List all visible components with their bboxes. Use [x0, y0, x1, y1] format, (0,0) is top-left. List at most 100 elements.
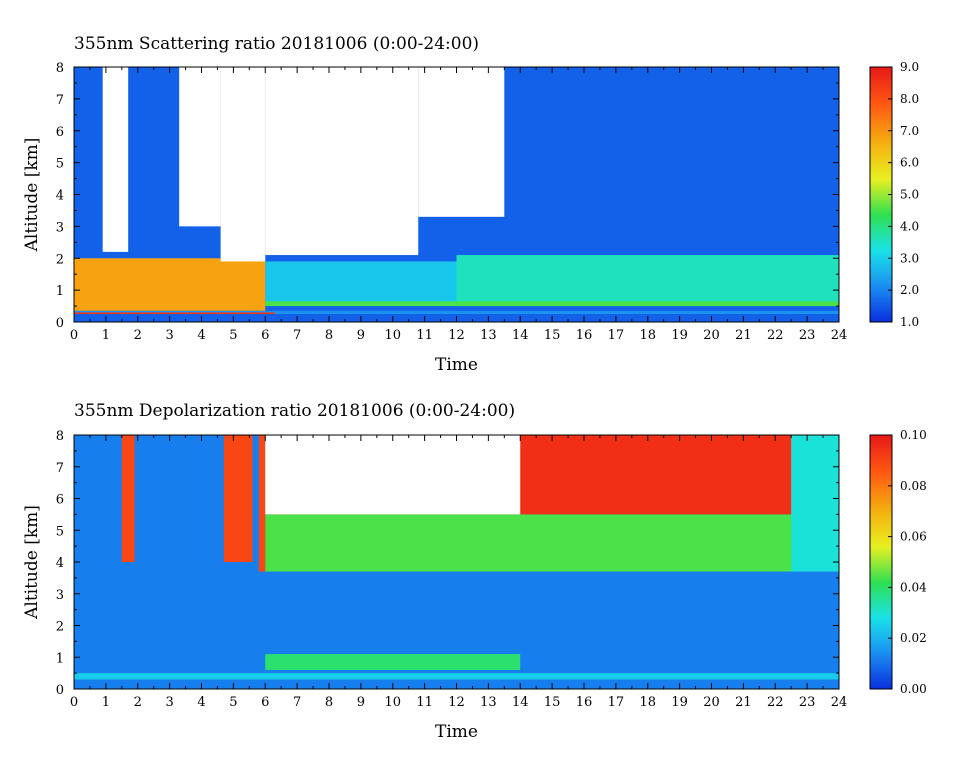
- colorbar-tick-label: 5.0: [900, 188, 919, 202]
- x-tick-label: 21: [735, 695, 752, 710]
- chart-title: 355nm Depolarization ratio 20181006 (0:0…: [74, 401, 515, 421]
- x-tick-label: 5: [229, 695, 237, 710]
- x-tick-label: 15: [544, 695, 561, 710]
- colorbar-tick-label: 0.06: [900, 530, 927, 544]
- x-tick-label: 9: [357, 328, 365, 343]
- heatmap-cell: [265, 301, 839, 307]
- axis-ticks: 0 1 2 3 4 5 6 7 8 9 10 11 12 13 14 15 16 17 18 19 20 21 22 23 24…: [56, 61, 848, 343]
- heatmap-cell: [265, 654, 521, 670]
- y-tick-label: 4: [56, 189, 64, 204]
- x-tick-label: 22: [767, 695, 784, 710]
- scattering-ratio-panel: 355nm Scattering ratio 20181006 (0:00-24…: [22, 34, 919, 375]
- heatmap-cell: [74, 673, 839, 680]
- y-tick-label: 2: [56, 620, 64, 635]
- x-tick-label: 2: [134, 328, 142, 343]
- x-tick-label: 3: [165, 328, 173, 343]
- x-tick-label: 10: [384, 695, 401, 710]
- colorbar-tick-label: 0.10: [900, 428, 927, 442]
- x-tick-label: 3: [165, 695, 173, 710]
- heatmap-cell: [74, 310, 839, 315]
- x-tick-label: 6: [261, 328, 269, 343]
- x-tick-label: 24: [831, 328, 848, 343]
- x-tick-label: 21: [735, 328, 752, 343]
- x-tick-label: 19: [671, 328, 688, 343]
- heatmap-cell: [121, 435, 135, 562]
- x-tick-label: 8: [325, 695, 333, 710]
- depolarization-ratio-panel: 355nm Depolarization ratio 20181006 (0:0…: [22, 401, 927, 742]
- colorbar: 1.0 2.0 3.0 4.0 5.0 6.0 7.0 8.0 9.0: [869, 60, 919, 329]
- heatmap-cell: [179, 67, 221, 227]
- colorbar-tick-label: 8.0: [900, 92, 919, 106]
- y-tick-label: 0: [56, 683, 64, 698]
- y-tick-label: 6: [56, 493, 64, 508]
- x-tick-label: 23: [799, 695, 816, 710]
- x-axis-label: Time: [435, 722, 478, 742]
- x-tick-label: 13: [480, 328, 497, 343]
- x-tick-label: 22: [767, 328, 784, 343]
- x-tick-label: 20: [703, 695, 720, 710]
- heatmap-cell: [791, 435, 839, 572]
- heatmap-cell: [265, 435, 521, 515]
- x-tick-label: 0: [70, 328, 78, 343]
- colorbar-tick-label: 6.0: [900, 156, 919, 170]
- x-tick-label: 4: [197, 695, 205, 710]
- y-tick-label: 7: [56, 93, 64, 108]
- heatmap-area: [74, 67, 839, 322]
- x-tick-label: 8: [325, 328, 333, 343]
- heatmap-cell: [74, 312, 275, 315]
- x-tick-label: 18: [639, 328, 656, 343]
- colorbar-tick-label: 9.0: [900, 60, 919, 74]
- x-tick-label: 13: [480, 695, 497, 710]
- heatmap-cell: [74, 258, 266, 311]
- y-tick-label: 5: [56, 524, 64, 539]
- y-axis-label: Altitude [km]: [22, 505, 42, 620]
- heatmap-cell: [220, 67, 266, 262]
- y-tick-label: 8: [56, 61, 64, 76]
- y-tick-label: 1: [56, 284, 64, 299]
- colorbar-tick-label: 3.0: [900, 251, 919, 265]
- x-tick-label: 7: [293, 328, 301, 343]
- x-tick-label: 1: [102, 328, 110, 343]
- y-tick-label: 4: [56, 556, 64, 571]
- colorbar-tick-label: 0.00: [900, 682, 927, 696]
- y-tick-label: 0: [56, 316, 64, 331]
- heatmap-cell: [456, 255, 839, 307]
- x-tick-label: 17: [608, 328, 625, 343]
- colorbar: 0.00 0.02 0.04 0.06 0.08 0.10: [869, 428, 927, 696]
- colorbar-tick-label: 0.02: [900, 631, 927, 645]
- x-tick-label: 17: [608, 695, 625, 710]
- x-tick-label: 11: [416, 695, 433, 710]
- heatmap-cell: [258, 435, 266, 572]
- x-tick-label: 4: [197, 328, 205, 343]
- x-tick-label: 14: [512, 695, 529, 710]
- colorbar-tick-label: 2.0: [900, 283, 919, 297]
- y-tick-label: 3: [56, 588, 64, 603]
- x-tick-label: 10: [384, 328, 401, 343]
- y-tick-label: 1: [56, 651, 64, 666]
- colorbar-gradient: [869, 434, 893, 690]
- x-tick-label: 16: [576, 328, 593, 343]
- x-tick-label: 12: [448, 695, 465, 710]
- x-tick-label: 23: [799, 328, 816, 343]
- x-tick-label: 12: [448, 328, 465, 343]
- colorbar-tick-label: 4.0: [900, 219, 919, 233]
- x-tick-label: 24: [831, 695, 848, 710]
- x-tick-label: 14: [512, 328, 529, 343]
- x-tick-label: 15: [544, 328, 561, 343]
- x-tick-label: 5: [229, 328, 237, 343]
- chart-title: 355nm Scattering ratio 20181006 (0:00-24…: [74, 34, 479, 54]
- x-tick-label: 0: [70, 695, 78, 710]
- heatmap-cell: [223, 435, 253, 562]
- y-axis-label: Altitude [km]: [22, 138, 42, 253]
- x-tick-label: 19: [671, 695, 688, 710]
- x-tick-label: 7: [293, 695, 301, 710]
- x-tick-label: 6: [261, 695, 269, 710]
- x-tick-label: 11: [416, 328, 433, 343]
- x-tick-label: 1: [102, 695, 110, 710]
- x-tick-label: 16: [576, 695, 593, 710]
- heatmap-cell: [102, 67, 129, 252]
- y-tick-label: 2: [56, 252, 64, 267]
- y-tick-label: 6: [56, 125, 64, 140]
- heatmap-cell: [265, 67, 419, 256]
